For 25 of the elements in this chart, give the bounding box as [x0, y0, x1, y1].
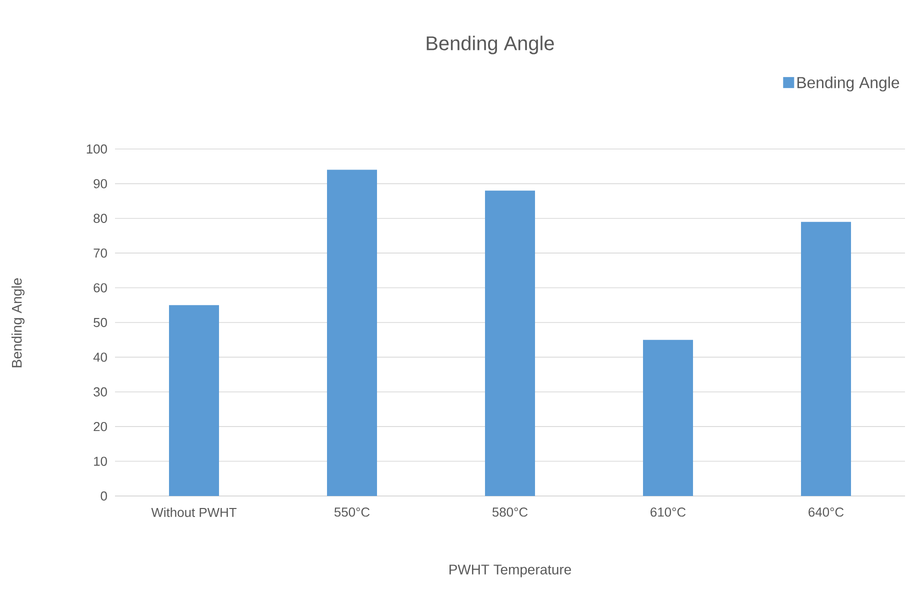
legend-label: Bending Angle [797, 76, 900, 92]
y-tick-label: 40 [93, 352, 107, 362]
bar [643, 340, 694, 496]
y-tick-label: 50 [94, 318, 107, 328]
y-tick-label: 80 [94, 214, 107, 223]
x-tick-label: 610°C [650, 508, 686, 517]
x-tick-label: 550°C [334, 508, 370, 517]
y-axis-title: Bending Angle [12, 278, 25, 368]
y-tick-label: 100 [86, 144, 107, 154]
bar [169, 305, 220, 496]
bar [327, 170, 378, 496]
y-tick-label: 0 [100, 491, 107, 501]
y-tick-label: 90 [94, 179, 107, 188]
x-tick-label: Without PWHT [151, 508, 237, 518]
x-tick-label: 640°C [808, 508, 844, 517]
bar [801, 222, 852, 496]
y-tick-label: 70 [94, 248, 107, 258]
y-tick-label: 30 [94, 387, 107, 396]
y-tick-label: 10 [94, 456, 107, 466]
y-tick-label: 60 [94, 283, 107, 292]
y-tick-label: 20 [94, 422, 107, 432]
chart-title: Bending Angle [426, 36, 554, 54]
x-tick-label: 580°C [492, 508, 528, 517]
bar [485, 190, 536, 496]
x-axis-title: PWHT Temperature [450, 564, 571, 578]
